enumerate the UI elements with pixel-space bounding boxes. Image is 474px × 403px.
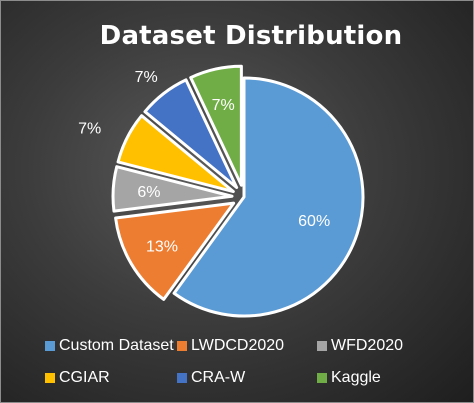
- legend-label-cra-w: CRA-W: [191, 369, 246, 386]
- legend-label-kaggle: Kaggle: [331, 369, 381, 386]
- legend-item-cra-w: CRA-W: [177, 369, 317, 387]
- pie-slice-cgiar: [116, 114, 235, 194]
- legend-swatch-kaggle: [317, 373, 327, 383]
- data-label-kaggle: 7%: [212, 97, 235, 114]
- legend-swatch-custom-dataset: [45, 341, 55, 351]
- data-label-cgiar: 7%: [78, 121, 101, 138]
- legend-swatch-wfd2020: [317, 341, 327, 351]
- legend-label-wfd2020: WFD2020: [331, 337, 404, 354]
- chart-title: Dataset Distribution: [99, 21, 403, 51]
- pie-slice-cra-w: [143, 78, 239, 190]
- pie-slice-lwdcd2020: [114, 201, 236, 301]
- legend-item-lwdcd2020: LWDCD2020: [177, 337, 317, 355]
- legend-item-cgiar: CGIAR: [45, 369, 177, 387]
- data-label-custom-dataset: 60%: [298, 213, 330, 230]
- legend-item-custom-dataset: Custom Dataset: [45, 337, 177, 355]
- legend-swatch-cgiar: [45, 373, 55, 383]
- legend-item-wfd2020: WFD2020: [317, 337, 437, 355]
- pie-slice-kaggle: [189, 64, 243, 187]
- pie-slice-wfd2020: [111, 165, 234, 213]
- legend-label-lwdcd2020: LWDCD2020: [191, 337, 285, 354]
- data-label-wfd2020: 6%: [137, 184, 160, 201]
- data-label-cra-w: 7%: [135, 69, 158, 86]
- pie-slice-custom-dataset: [172, 76, 365, 318]
- data-label-lwdcd2020: 13%: [146, 239, 178, 256]
- legend: Custom Dataset LWDCD2020 WFD2020 CGIAR CRA-W…: [45, 337, 465, 387]
- legend-label-cgiar: CGIAR: [59, 369, 110, 386]
- legend-swatch-cra-w: [177, 373, 187, 383]
- legend-swatch-lwdcd2020: [177, 341, 187, 351]
- legend-item-kaggle: Kaggle: [317, 369, 437, 387]
- legend-label-custom-dataset: Custom Dataset: [59, 337, 174, 354]
